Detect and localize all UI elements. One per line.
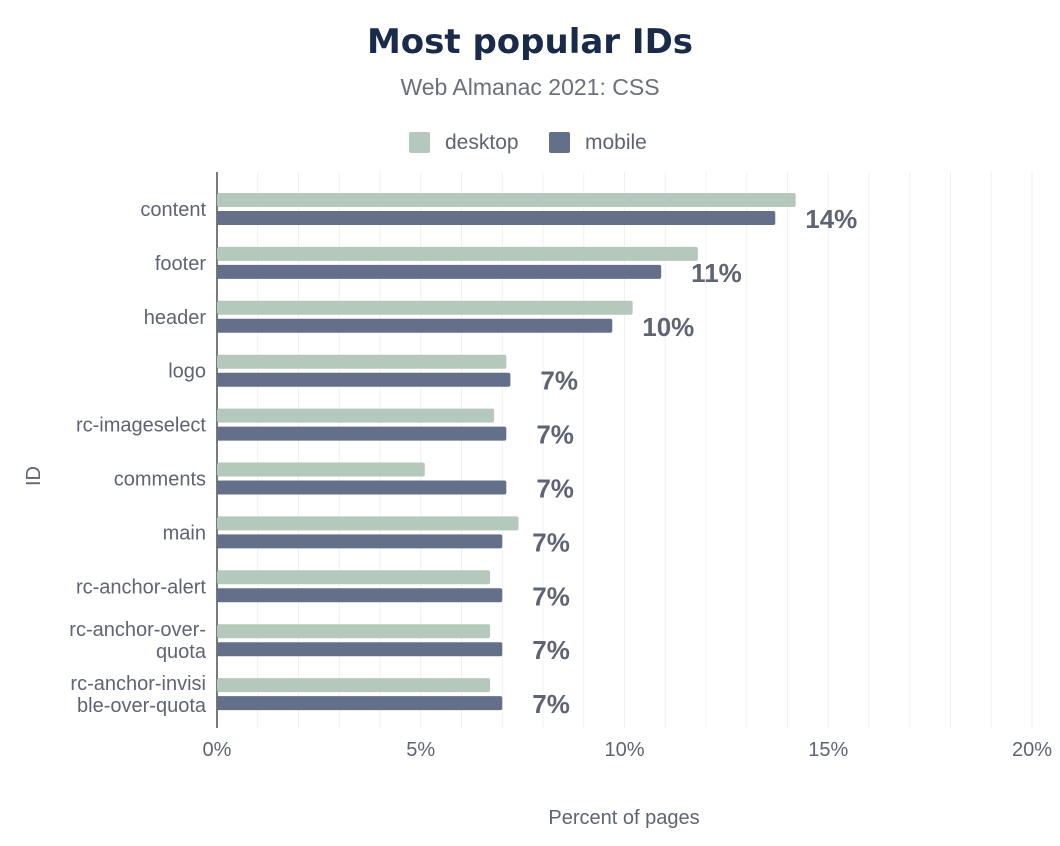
category-label-line: quota — [156, 641, 207, 663]
category-label-line: content — [140, 199, 206, 221]
data-label: 7% — [532, 527, 570, 557]
category-label-line: rc-anchor-over- — [69, 619, 206, 641]
legend-swatch-desktop — [409, 132, 430, 153]
bar-desktop[interactable] — [217, 300, 633, 315]
chart-subtitle: Web Almanac 2021: CSS — [400, 74, 660, 100]
data-label: 14% — [805, 204, 857, 234]
category-label: rc-imageselect — [76, 415, 206, 437]
category-label: comments — [114, 469, 206, 491]
category-label: rc-anchor-over-quota — [69, 619, 207, 663]
bar-desktop[interactable] — [217, 408, 495, 423]
chart-title: Most popular IDs — [366, 22, 694, 62]
data-label: 7% — [536, 420, 574, 450]
category-label: logo — [168, 361, 206, 383]
category-label-line: logo — [168, 361, 206, 383]
bar-desktop[interactable] — [217, 570, 491, 585]
x-tick-label: 10% — [604, 739, 644, 761]
category-label: rc-anchor-invisi ble-over-quota — [70, 673, 206, 717]
x-tick-label: 15% — [808, 739, 848, 761]
bar-mobile[interactable] — [217, 696, 503, 711]
category-label: content — [140, 199, 206, 221]
y-axis-title: ID — [23, 466, 45, 486]
bar-mobile[interactable] — [217, 318, 613, 333]
bar-mobile[interactable] — [217, 534, 503, 549]
data-label: 7% — [532, 581, 570, 611]
category-label-line: rc-anchor-alert — [76, 576, 206, 598]
bar-desktop[interactable] — [217, 462, 425, 477]
legend-swatch-mobile — [549, 132, 570, 153]
data-label: 11% — [691, 258, 742, 288]
bar-desktop[interactable] — [217, 246, 698, 261]
category-label-line: rc-imageselect — [76, 415, 206, 437]
data-label: 7% — [536, 474, 574, 504]
bar-desktop[interactable] — [217, 193, 796, 207]
category-label-line: comments — [114, 469, 206, 491]
x-tick-label: 5% — [406, 739, 435, 761]
data-label: 7% — [532, 635, 570, 665]
x-tick-label: 0% — [203, 739, 232, 761]
bar-mobile[interactable] — [217, 426, 507, 441]
category-label: rc-anchor-alert — [76, 576, 206, 598]
category-label-line: footer — [155, 253, 206, 275]
data-label: 7% — [532, 689, 570, 719]
bar-desktop[interactable] — [217, 624, 491, 639]
bar-mobile[interactable] — [217, 372, 511, 387]
category-label-line: rc-anchor-invisi — [70, 673, 206, 695]
category-label-line: header — [144, 307, 207, 329]
data-label: 7% — [540, 366, 578, 396]
category-label-line: main — [163, 522, 206, 544]
bar-mobile[interactable] — [217, 480, 507, 495]
category-label: header — [144, 307, 207, 329]
bar-desktop[interactable] — [217, 516, 519, 531]
bar-mobile[interactable] — [217, 588, 503, 603]
category-label: footer — [155, 253, 206, 275]
legend-label-mobile: mobile — [585, 131, 647, 154]
legend-label-desktop: desktop — [445, 131, 519, 154]
bar-mobile[interactable] — [217, 211, 776, 225]
bar-desktop[interactable] — [217, 354, 507, 369]
bar-mobile[interactable] — [217, 264, 662, 279]
category-label-line: ble-over-quota — [77, 695, 207, 717]
x-tick-label: 20% — [1012, 739, 1052, 761]
x-axis-title: Percent of pages — [548, 807, 699, 829]
category-label: main — [163, 522, 206, 544]
bar-desktop[interactable] — [217, 678, 491, 693]
data-label: 10% — [642, 312, 694, 342]
bar-mobile[interactable] — [217, 642, 503, 657]
